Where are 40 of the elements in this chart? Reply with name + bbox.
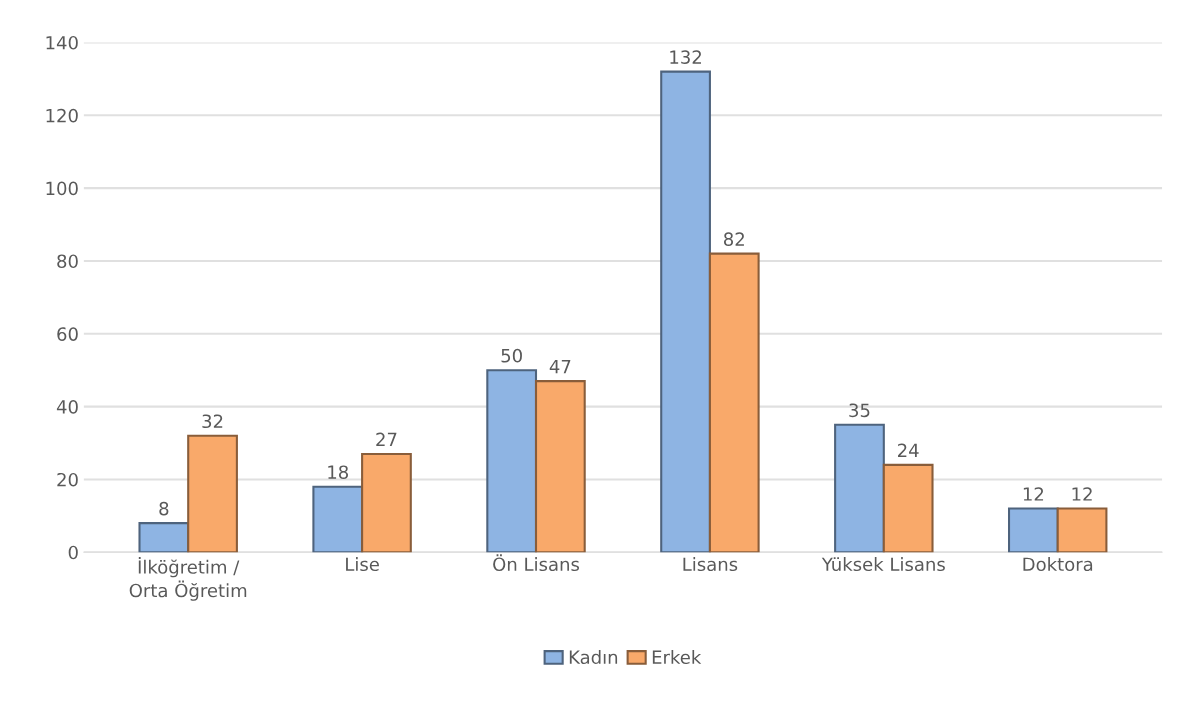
- data-label: 12: [1023, 487, 1044, 501]
- y-tick-label: 0: [68, 545, 78, 560]
- x-tick-label: Ön Lisans: [493, 554, 580, 572]
- data-label: 8: [159, 501, 169, 516]
- bar: [312, 485, 364, 553]
- legend-label: Erkek: [652, 650, 702, 665]
- y-tick-label: 100: [46, 181, 78, 196]
- bar: [361, 452, 412, 553]
- data-label: 50: [501, 348, 522, 363]
- y-tick-label: 20: [57, 472, 78, 487]
- x-tick-label: Doktora: [1023, 557, 1093, 572]
- y-tick-label: 40: [56, 400, 78, 414]
- bar: [708, 252, 760, 553]
- data-label: 132: [670, 50, 701, 64]
- bar: [534, 380, 586, 553]
- bar: [187, 434, 238, 553]
- y-tick-label: 80: [57, 254, 78, 269]
- data-label: 32: [202, 414, 223, 429]
- data-label: 82: [723, 232, 744, 246]
- x-tick-label: Lise: [346, 557, 379, 572]
- y-tick-label: 60: [57, 327, 78, 341]
- legend-label: Kadın: [569, 650, 618, 665]
- x-tick-label: Lisans: [683, 557, 738, 572]
- bar: [1007, 507, 1059, 553]
- bar: [882, 463, 934, 553]
- data-label: 27: [376, 432, 397, 447]
- bar: [1056, 507, 1108, 553]
- y-tick-label: 140: [46, 35, 78, 50]
- bar: [486, 369, 538, 553]
- data-label: 35: [849, 403, 870, 418]
- data-label: 12: [1072, 487, 1092, 501]
- data-label: 18: [328, 465, 349, 480]
- y-tick-label: 120: [46, 108, 78, 123]
- bar: [834, 423, 885, 553]
- bar: [138, 522, 190, 553]
- x-tick-label: Yüksek Lisans: [821, 557, 945, 572]
- bar: [660, 70, 711, 553]
- data-label: 24: [898, 443, 919, 457]
- data-label: 47: [549, 360, 571, 374]
- x-tick-label: İlköğretim / Orta Öğretim: [129, 557, 247, 601]
